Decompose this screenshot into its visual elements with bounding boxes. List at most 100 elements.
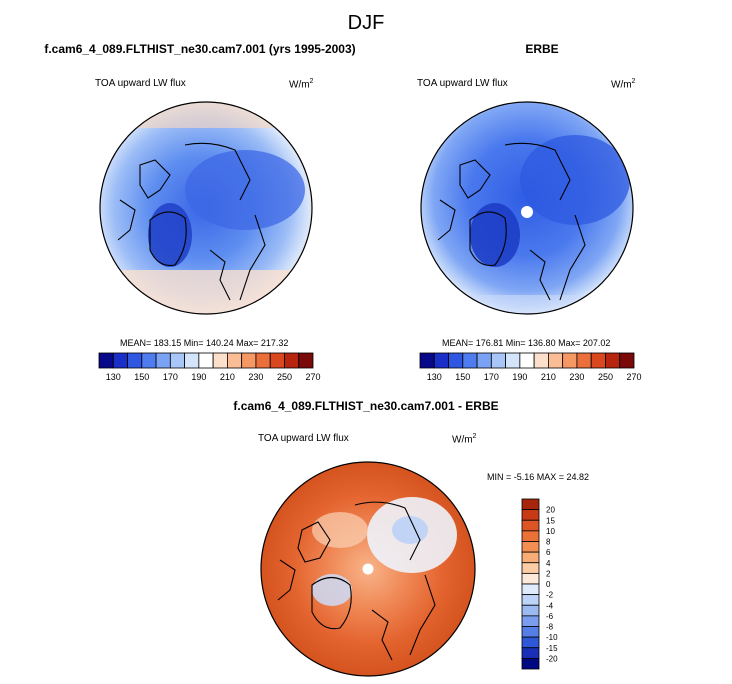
right-stats-label: MEAN= 176.81 Min= 136.80 Max= 207.02: [442, 338, 611, 348]
diff-units-label: W/m2: [452, 433, 476, 445]
diff-colorbar-segment: [521, 626, 540, 638]
diff-map-pole-hole: [362, 563, 374, 575]
left-units-exp: 2: [309, 78, 314, 85]
diff-map: [260, 461, 476, 677]
right-map-south-band: [421, 295, 633, 314]
diff-colorbar-tick-label: -8: [546, 623, 554, 632]
right-map-pole-hole: [521, 206, 533, 218]
diff-colorbar-tick-label: 15: [546, 516, 555, 525]
diff-colorbar-segment: [521, 604, 540, 617]
right-map: [420, 101, 634, 315]
left-colorbar-tick-label: 210: [220, 372, 235, 382]
diff-colorbar-segment: [521, 562, 540, 574]
left-colorbar-segment: [298, 352, 314, 369]
diff-colorbar-tick-label: 6: [546, 548, 551, 557]
right-colorbar-tick-label: 230: [569, 372, 584, 382]
right-colorbar-tick-label: 170: [484, 372, 499, 382]
diff-colorbar-tick-label: 4: [546, 559, 551, 568]
diff-colorbar-tick-label: -4: [546, 601, 554, 610]
diff-colorbar-segment: [521, 647, 540, 659]
left-colorbar-tick-label: 230: [248, 372, 263, 382]
right-map-greenland-low: [470, 203, 520, 267]
left-variable-label: TOA upward LW flux: [95, 78, 186, 89]
left-colorbar-segment: [226, 352, 243, 369]
diff-map-siberia-negative: [392, 516, 428, 544]
right-units-label: W/m2: [611, 78, 635, 90]
diff-colorbar-segment: [521, 615, 540, 627]
left-colorbar-segment: [169, 352, 185, 369]
diff-colorbar-segment: [521, 636, 540, 649]
left-colorbar-tick-label: 130: [106, 372, 121, 382]
left-colorbar-segment: [112, 352, 128, 369]
diff-map-coastlines: [277, 501, 436, 661]
left-colorbar-segment: [127, 352, 143, 369]
right-colorbar-segment: [519, 352, 535, 369]
diff-map-border: [260, 461, 476, 677]
right-colorbar-segment: [433, 352, 449, 369]
left-colorbar-segment: [141, 352, 157, 369]
left-colorbar-segment: [212, 352, 228, 369]
left-colorbar-segment: [184, 352, 200, 369]
diff-colorbar-tick-label: 2: [546, 569, 551, 578]
right-colorbar-tick-label: 150: [455, 372, 470, 382]
left-colorbar-segment: [255, 352, 271, 369]
right-map-siberia-low: [520, 135, 630, 225]
right-colorbar-tick-label: 190: [512, 372, 527, 382]
diff-units-exp: 2: [472, 433, 477, 440]
right-colorbar-segment: [576, 352, 592, 369]
diff-colorbar-segment: [521, 551, 540, 564]
right-colorbar-tick-label: 130: [427, 372, 442, 382]
left-colorbar-tick-label: 270: [305, 372, 320, 382]
left-map: [99, 101, 313, 315]
diff-colorbar-tick-label: 10: [546, 527, 555, 536]
left-colorbar-tick-label: 170: [163, 372, 178, 382]
diff-colorbar-segment: [521, 509, 540, 521]
right-colorbar-segment: [419, 352, 435, 369]
left-colorbar: 130 150 170 190 210 230 250 270: [98, 352, 321, 382]
right-colorbar-segment: [548, 352, 564, 369]
diff-colorbar-segment: [521, 541, 540, 553]
right-colorbar-segment: [505, 352, 521, 369]
diff-colorbar-segment: [521, 657, 540, 670]
right-colorbar-segment: [476, 352, 492, 369]
left-map-greenland-low: [148, 203, 192, 267]
right-colorbar-segment: [562, 352, 578, 369]
diff-variable-label: TOA upward LW flux: [258, 433, 349, 444]
diff-colorbar-segment: [521, 583, 540, 596]
right-map-border: [420, 101, 634, 315]
right-colorbar-segment: [533, 352, 549, 369]
left-map-border: [99, 101, 313, 315]
diff-colorbar-tick-label: -2: [546, 591, 554, 600]
diff-colorbar-segment: [521, 572, 540, 585]
left-colorbar-tick-label: 250: [277, 372, 292, 382]
left-stats-label: MEAN= 183.15 Min= 140.24 Max= 217.32: [120, 338, 289, 348]
right-colorbar-segment: [448, 352, 464, 369]
diff-map-arctic-mild: [312, 512, 368, 548]
right-colorbar-segment: [605, 352, 621, 369]
figure-title: DJF: [347, 12, 385, 34]
diff-colorbar-tick-label: 8: [546, 538, 551, 547]
diff-colorbar-tick-label: 0: [546, 580, 551, 589]
left-colorbar-segment: [155, 352, 171, 369]
right-map-coastlines: [437, 142, 586, 301]
diff-colorbar-segment: [521, 498, 540, 511]
left-map-south-warm: [100, 270, 312, 314]
right-panel-title: ERBE: [525, 42, 559, 56]
left-colorbar-tick-label: 190: [191, 372, 206, 382]
left-colorbar-segment: [284, 352, 300, 369]
right-colorbar-tick-label: 210: [541, 372, 556, 382]
right-colorbar-segment: [619, 352, 635, 369]
left-colorbar-segment: [269, 352, 285, 369]
right-units-base: W/m: [611, 79, 632, 91]
diff-map-greenland-negative: [312, 574, 352, 606]
left-map-north-warm: [100, 102, 312, 128]
diff-panel-title: f.cam6_4_089.FLTHIST_ne30.cam7.001 - ERB…: [233, 399, 499, 413]
diff-colorbar-segment: [521, 594, 540, 606]
diff-colorbar-tick-label: -10: [546, 633, 558, 642]
diff-colorbar-segment: [521, 519, 540, 532]
left-colorbar-segment: [241, 352, 257, 369]
diff-colorbar-tick-label: -15: [546, 644, 558, 653]
diff-colorbar-segment: [521, 530, 540, 542]
